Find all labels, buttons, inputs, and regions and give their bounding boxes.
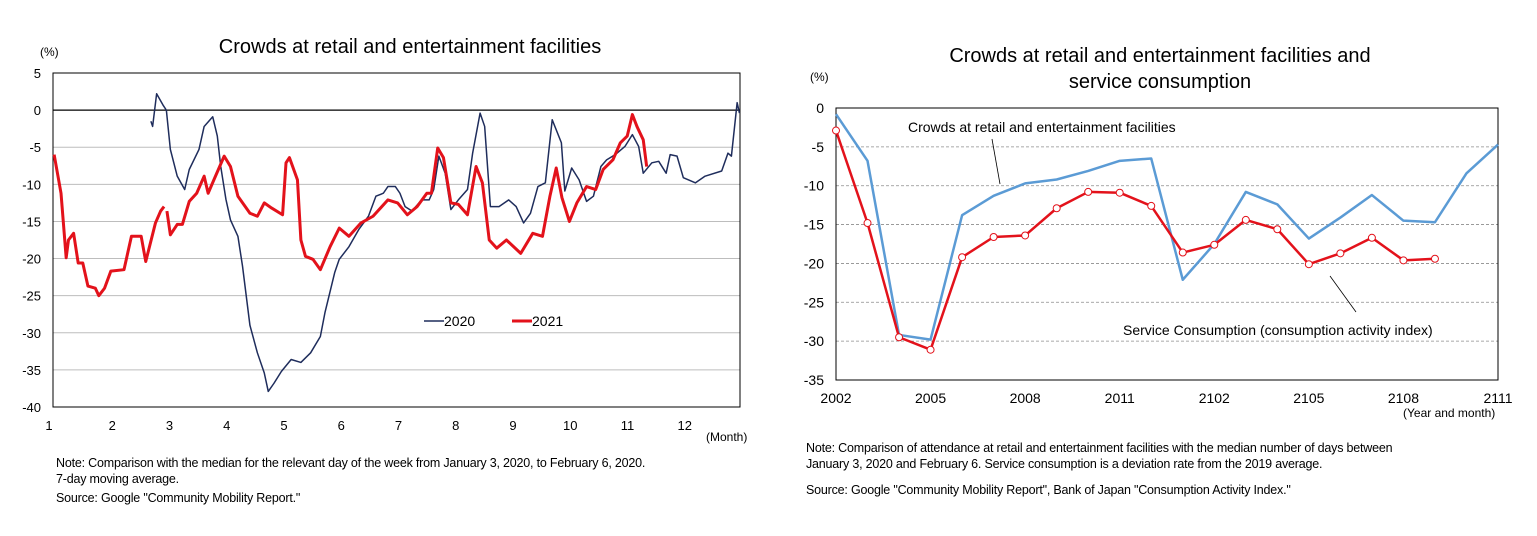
left-x-tick-label: 2 (109, 418, 116, 433)
left-y-tick-label: 5 (34, 66, 41, 81)
left-note-2: 7-day moving average. (56, 472, 179, 486)
right-series-marker (1115, 188, 1124, 197)
left-y-unit: (%) (40, 45, 59, 59)
legend-label-2020: 2020 (444, 313, 475, 329)
left-note-1: Note: Comparison with the median for the… (56, 456, 646, 470)
left-x-tick-label: 6 (338, 418, 345, 433)
right-chart-title-line-2: service consumption (1068, 71, 1252, 93)
right-series-line-0 (834, 113, 1499, 341)
right-note-2: January 3, 2020 and February 6. Service … (806, 457, 1323, 471)
right-series-marker (863, 219, 872, 228)
right-series-marker (1147, 201, 1156, 210)
right-x-tick-label: 2108 (1388, 390, 1419, 406)
right-chart-title-line-1: Crowds at retail and entertainment facil… (949, 45, 1371, 67)
left-y-tick-label: -25 (22, 289, 41, 304)
left-chart-title: Crowds at retail and entertainment facil… (218, 36, 602, 58)
right-series-marker (1430, 254, 1439, 263)
right-series-marker (832, 126, 840, 135)
right-series-marker (1304, 260, 1313, 269)
left-x-tick-label: 4 (223, 418, 230, 433)
right-series-marker (1367, 233, 1376, 242)
left-series-2021-line (52, 154, 166, 298)
right-x-tick-label: 2105 (1293, 390, 1324, 406)
left-x-unit: (Month) (706, 430, 748, 444)
right-series-marker (1052, 204, 1061, 213)
left-x-tick-label: 12 (678, 418, 692, 433)
left-y-tick-label: -5 (29, 140, 41, 155)
right-series-marker (1210, 240, 1219, 249)
right-leader-line-service (1329, 275, 1357, 313)
left-x-tick-label: 10 (563, 418, 577, 433)
right-x-tick-label: 2102 (1199, 390, 1230, 406)
left-series-2020-line (150, 93, 741, 393)
right-y-tick-label: -35 (804, 372, 824, 388)
right-series-label-crowds: Crowds at retail and entertainment facil… (908, 119, 1176, 135)
left-x-tick-label: 8 (452, 418, 459, 433)
right-series-marker (1241, 215, 1250, 224)
right-series-marker (895, 333, 904, 342)
right-x-unit: (Year and month) (1403, 406, 1496, 420)
right-series-marker (989, 233, 998, 242)
right-series-marker (1178, 248, 1187, 257)
right-y-tick-label: -20 (804, 255, 824, 271)
right-y-tick-label: -15 (804, 217, 824, 233)
left-x-tick-label: 7 (395, 418, 402, 433)
right-series-marker (1273, 225, 1282, 234)
left-y-tick-label: -15 (22, 214, 41, 229)
legend-label-2021: 2021 (532, 313, 563, 329)
left-x-tick-label: 9 (509, 418, 516, 433)
right-y-tick-label: -30 (804, 333, 824, 349)
left-series-2021-line (165, 113, 649, 272)
left-y-tick-label: 0 (34, 103, 41, 118)
right-x-tick-label: 2011 (1105, 390, 1135, 406)
right-series-marker (1084, 187, 1093, 196)
right-x-tick-label: 2111 (1483, 390, 1512, 406)
left-y-tick-label: -20 (22, 252, 41, 267)
left-y-tick-label: -40 (22, 400, 41, 415)
left-x-tick-label: 1 (45, 418, 52, 433)
right-source: Source: Google "Community Mobility Repor… (806, 483, 1291, 497)
left-y-tick-label: -10 (22, 177, 41, 192)
right-series-marker (958, 253, 967, 262)
right-y-tick-label: 0 (816, 100, 824, 116)
left-x-tick-label: 5 (280, 418, 287, 433)
right-series-line-1 (834, 130, 1436, 351)
right-x-tick-label: 2002 (820, 390, 851, 406)
left-x-tick-label: 3 (166, 418, 173, 433)
right-series-marker (1336, 249, 1345, 258)
right-series-marker (1021, 231, 1030, 240)
left-y-tick-label: -30 (22, 326, 41, 341)
left-plot-frame (52, 72, 741, 408)
right-y-tick-label: -25 (804, 294, 824, 310)
left-source: Source: Google "Community Mobility Repor… (56, 491, 301, 505)
right-y-tick-label: -5 (812, 139, 825, 155)
left-x-tick-label: 11 (621, 418, 635, 433)
right-series-marker (1399, 256, 1408, 265)
right-plot-frame (835, 107, 1499, 381)
right-leader-line-crowds (991, 138, 1001, 185)
right-y-tick-label: -10 (804, 178, 824, 194)
left-y-tick-label: -35 (22, 363, 41, 378)
right-y-unit: (%) (810, 70, 829, 84)
right-x-tick-label: 2005 (915, 390, 946, 406)
right-note-1: Note: Comparison of attendance at retail… (806, 441, 1393, 455)
right-x-tick-label: 2008 (1010, 390, 1041, 406)
right-series-label-service: Service Consumption (consumption activit… (1123, 322, 1433, 338)
right-series-marker (926, 345, 935, 354)
